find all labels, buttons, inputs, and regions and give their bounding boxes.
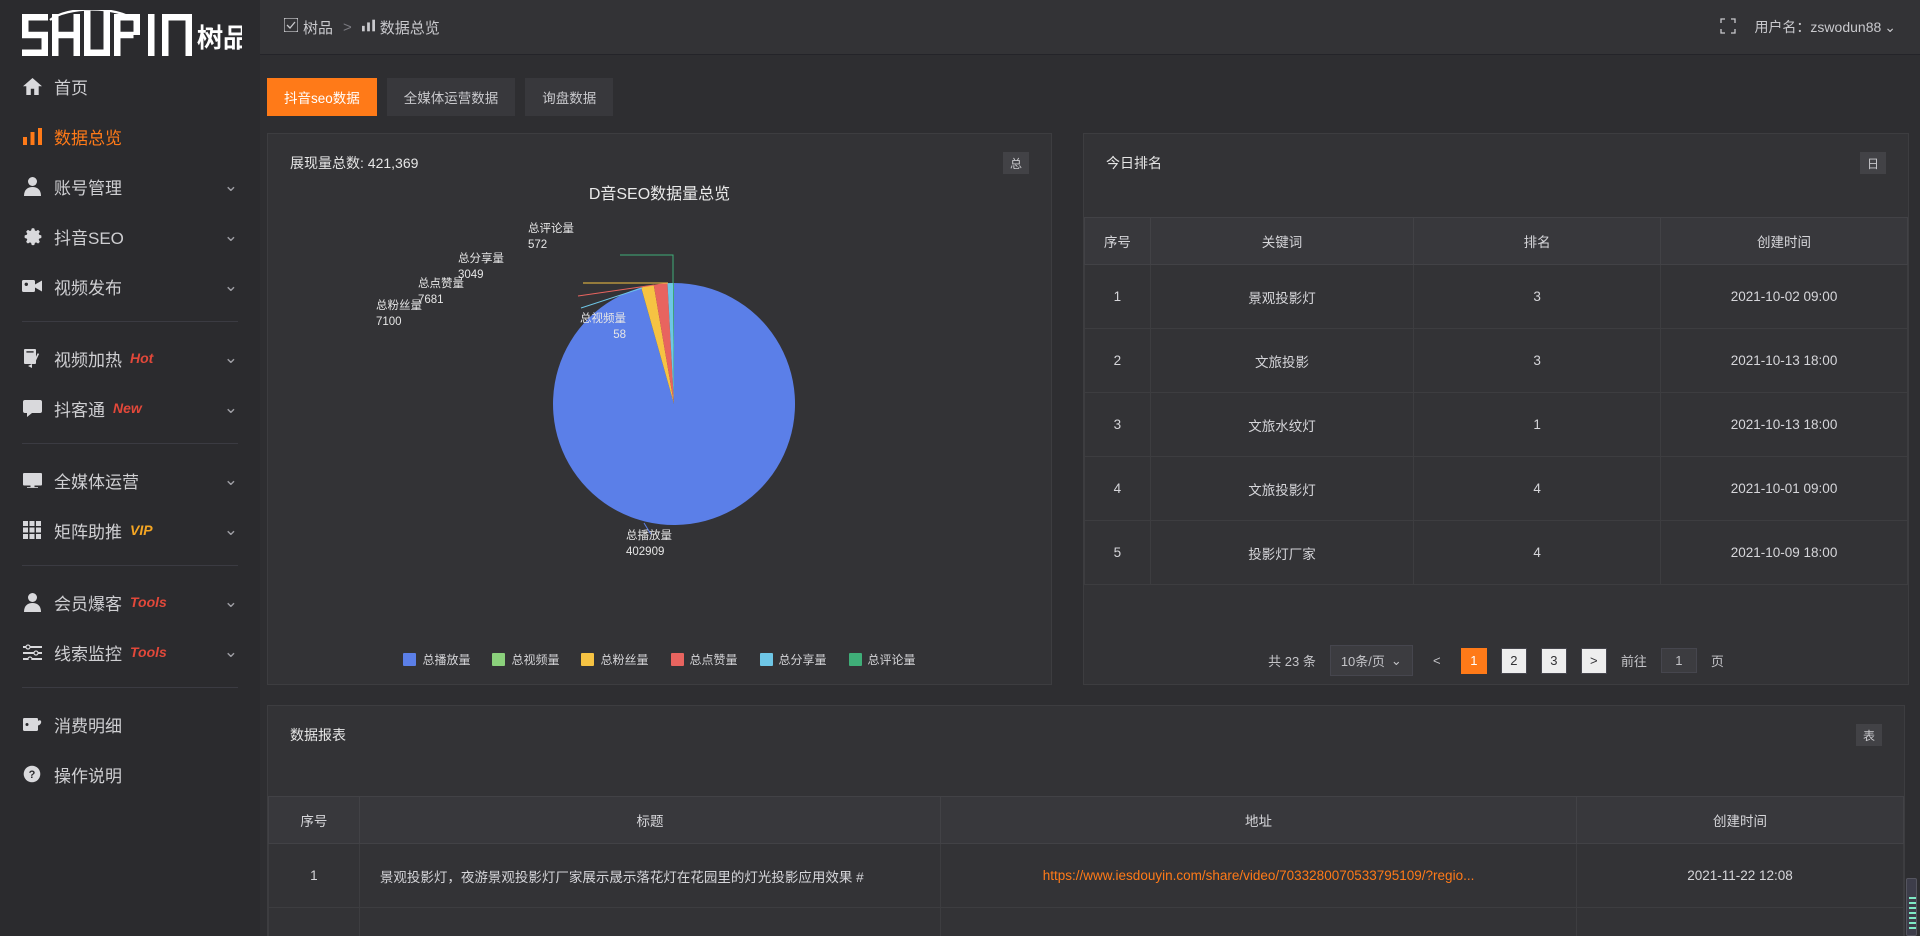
svg-text:?: ? (29, 769, 36, 781)
svg-text:树品: 树品 (197, 23, 242, 53)
